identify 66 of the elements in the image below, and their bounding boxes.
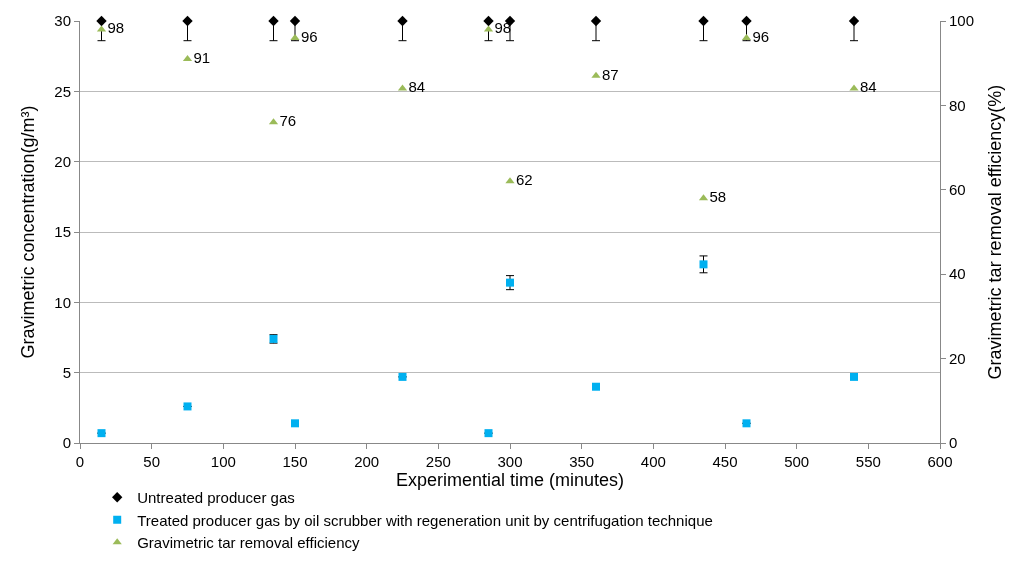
- legend-label: Gravimetric tar removal efficiency: [137, 534, 360, 552]
- y2-tick-label: 60: [949, 181, 966, 199]
- y2-tick-label: 40: [949, 265, 966, 283]
- legend-label: Treated producer gas by oil scrubber with regeneration unit by centrifugation technique: [137, 511, 713, 529]
- point: [183, 402, 192, 411]
- data-label: 98: [107, 19, 125, 37]
- y-tick-label: 10: [54, 293, 71, 311]
- point: [268, 15, 279, 27]
- y2-tick-label: 80: [949, 96, 966, 114]
- point: [850, 372, 858, 381]
- x-tick-label: 250: [425, 453, 451, 470]
- y2-tick-label: 100: [949, 12, 975, 30]
- point: [848, 15, 860, 27]
- x-tick-label: 550: [855, 453, 881, 470]
- x-tick-label: 150: [282, 453, 308, 470]
- point: [484, 429, 493, 438]
- y-tick-label: 25: [54, 82, 71, 100]
- point: [397, 15, 408, 27]
- y-axis-title: Gravimetric concentration(g/m³): [17, 105, 38, 359]
- point: [483, 15, 494, 27]
- x-tick-label: 200: [354, 453, 380, 470]
- x-axis-title: Experimential time (minutes): [395, 470, 625, 490]
- x-tick-label: 400: [640, 453, 666, 470]
- point: [741, 15, 752, 27]
- x-tick-label: 300: [497, 453, 523, 470]
- x-tick-label: 450: [712, 453, 738, 470]
- point: [290, 33, 300, 40]
- x-tick-label: 0: [75, 453, 85, 470]
- data-label: 76: [279, 112, 297, 130]
- data-label: 96: [752, 27, 770, 45]
- data-label: 98: [494, 19, 512, 37]
- y-tick-label: 30: [54, 12, 71, 30]
- legend-label: Untreated producer gas: [137, 489, 295, 507]
- x-tick-label: 350: [569, 453, 595, 470]
- x-tick-label: 50: [143, 453, 161, 470]
- data-label: 84: [860, 78, 877, 96]
- y-tick-label: 0: [62, 434, 71, 452]
- point: [590, 15, 602, 27]
- data-label: 87: [602, 65, 619, 83]
- point: [398, 372, 407, 381]
- point: [182, 15, 193, 27]
- data-label: 91: [193, 48, 211, 66]
- data-label: 96: [301, 27, 318, 45]
- y-tick-label: 5: [62, 363, 71, 381]
- point: [291, 419, 299, 428]
- data-label: 62: [516, 171, 533, 189]
- point: [591, 71, 601, 78]
- x-tick-label: 100: [210, 453, 236, 470]
- point: [698, 15, 709, 27]
- point: [592, 382, 600, 391]
- point: [96, 15, 107, 27]
- point: [742, 419, 751, 428]
- y2-axis-title: Gravimetric tar removal efficiency(%): [985, 84, 1006, 380]
- y-tick-label: 20: [54, 152, 71, 170]
- point: [849, 84, 859, 91]
- y2-tick-label: 20: [949, 349, 966, 367]
- x-tick-label: 600: [927, 453, 953, 470]
- point: [97, 429, 106, 438]
- point: [289, 15, 301, 27]
- point: [699, 260, 708, 269]
- data-label: 84: [408, 78, 426, 96]
- x-tick-label: 500: [784, 453, 810, 470]
- point: [506, 278, 514, 287]
- y2-tick-label: 0: [949, 434, 958, 452]
- y-tick-label: 15: [54, 223, 71, 241]
- data-label: 58: [709, 187, 727, 205]
